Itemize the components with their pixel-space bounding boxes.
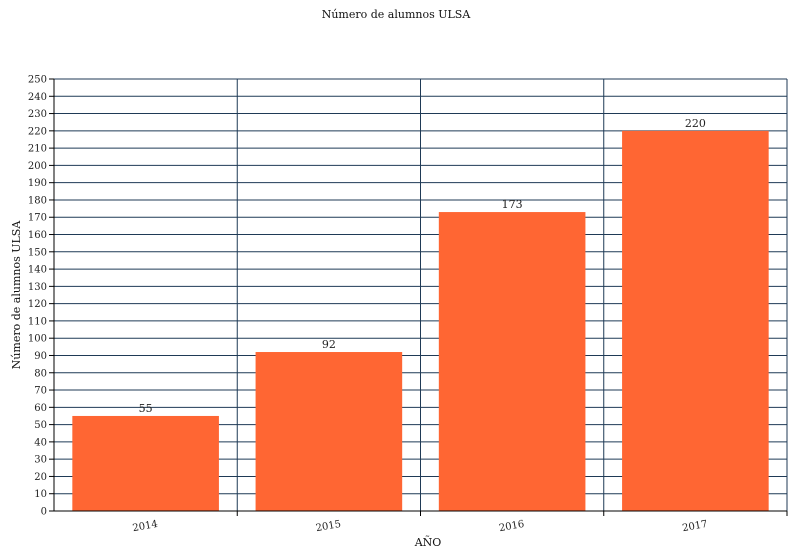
y-tick-label: 30: [34, 455, 47, 466]
y-tick-labels: 0 10 20 30 40 50 60 70 80 90 100 110 120 130 140 150 160…: [28, 75, 54, 518]
y-tick-label: 180: [28, 195, 47, 206]
y-tick-label: 220: [28, 126, 47, 137]
y-tick-label: 250: [28, 75, 47, 86]
y-tick-label: 240: [28, 92, 47, 103]
y-tick-label: 0: [41, 507, 47, 518]
bar: [438, 212, 586, 511]
y-tick-label: 90: [34, 351, 47, 362]
bars: [72, 130, 769, 511]
y-tick-label: 160: [28, 230, 47, 241]
y-tick-label: 140: [28, 265, 47, 276]
y-tick-label: 150: [28, 247, 47, 258]
y-tick-label: 70: [34, 386, 47, 397]
y-tick-label: 190: [28, 178, 47, 189]
bar: [72, 415, 219, 511]
y-tick-label: 50: [34, 420, 47, 431]
x-tick-label: 2017: [681, 519, 708, 534]
y-tick-label: 20: [34, 472, 47, 483]
y-tick-label: 130: [28, 282, 47, 293]
y-tick-label: 210: [28, 144, 47, 155]
y-tick-label: 170: [28, 213, 47, 224]
y-tick-label: 100: [28, 334, 47, 345]
y-tick-label: 60: [34, 403, 47, 414]
x-tick-label: 2015: [315, 519, 342, 534]
data-label: 55: [139, 402, 153, 415]
y-tick-label: 120: [28, 299, 47, 310]
x-tick-labels: 2014 2015 2016 2017: [132, 511, 788, 534]
x-tick-label: 2014: [132, 519, 159, 534]
y-axis-title: Número de alumnos ULSA: [10, 220, 23, 370]
bar: [622, 130, 769, 511]
y-tick-label: 230: [28, 109, 47, 120]
y-tick-label: 10: [34, 489, 47, 500]
y-tick-label: 200: [28, 161, 47, 172]
y-tick-label: 40: [34, 437, 47, 448]
x-axis-title: AÑO: [414, 535, 442, 549]
data-label: 220: [685, 117, 706, 130]
x-tick-label: 2016: [498, 519, 525, 534]
y-tick-label: 80: [34, 368, 47, 379]
data-labels: 55 92 173 220: [139, 117, 706, 415]
chart-title: Número de alumnos ULSA: [322, 8, 472, 21]
data-label: 92: [322, 338, 336, 351]
y-tick-label: 110: [28, 316, 47, 327]
data-label: 173: [502, 198, 523, 211]
bar: [255, 352, 403, 511]
